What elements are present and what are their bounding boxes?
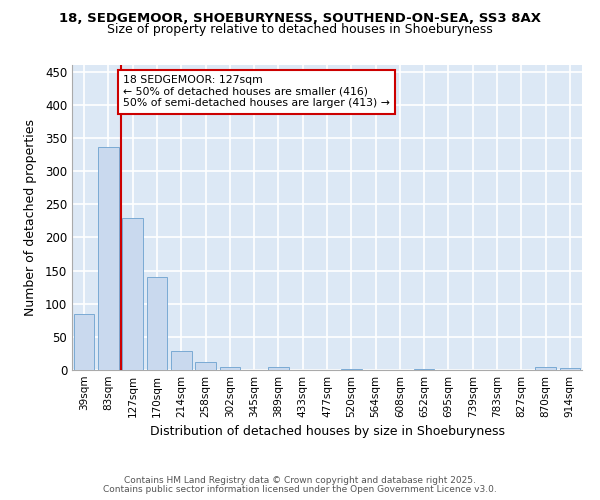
- X-axis label: Distribution of detached houses by size in Shoeburyness: Distribution of detached houses by size …: [149, 426, 505, 438]
- Bar: [74, 314, 94, 370]
- Text: 18 SEDGEMOOR: 127sqm
← 50% of detached houses are smaller (416)
50% of semi-deta: 18 SEDGEMOOR: 127sqm ← 50% of detached h…: [123, 75, 390, 108]
- Bar: [535, 368, 556, 370]
- Text: Contains HM Land Registry data © Crown copyright and database right 2025.: Contains HM Land Registry data © Crown c…: [124, 476, 476, 485]
- Bar: [220, 368, 240, 370]
- Bar: [560, 368, 580, 370]
- Text: Size of property relative to detached houses in Shoeburyness: Size of property relative to detached ho…: [107, 24, 493, 36]
- Bar: [171, 351, 191, 370]
- Text: 18, SEDGEMOOR, SHOEBURYNESS, SOUTHEND-ON-SEA, SS3 8AX: 18, SEDGEMOOR, SHOEBURYNESS, SOUTHEND-ON…: [59, 12, 541, 26]
- Text: Contains public sector information licensed under the Open Government Licence v3: Contains public sector information licen…: [103, 484, 497, 494]
- Bar: [268, 366, 289, 370]
- Bar: [195, 362, 216, 370]
- Bar: [146, 277, 167, 370]
- Y-axis label: Number of detached properties: Number of detached properties: [23, 119, 37, 316]
- Bar: [122, 218, 143, 370]
- Bar: [98, 146, 119, 370]
